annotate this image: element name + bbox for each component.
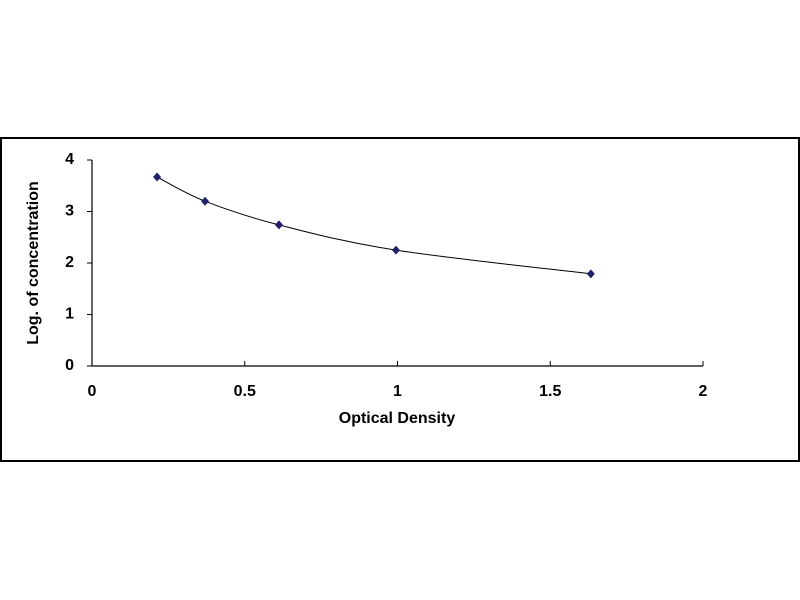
x-axis-label: Optical Density [339,410,456,427]
y-tick-label: 4 [65,151,74,168]
trend-line [156,176,591,275]
x-tick-label: 1 [393,383,402,400]
x-tick-label: 0 [88,383,97,400]
y-tick-label: 1 [65,306,74,323]
data-point [391,245,400,255]
chart-frame [0,137,800,462]
x-tick-label: 0.5 [234,383,256,400]
data-point [586,269,595,279]
x-tick-label: 1.5 [539,383,561,400]
x-tick-label: 2 [699,383,708,400]
y-axis-label: Log. of concentration [25,181,42,345]
data-point [201,196,210,206]
data-point [153,172,162,182]
y-tick-label: 3 [65,203,74,220]
data-point [274,220,283,230]
y-tick-label: 0 [65,357,74,374]
y-tick-label: 2 [65,254,74,271]
